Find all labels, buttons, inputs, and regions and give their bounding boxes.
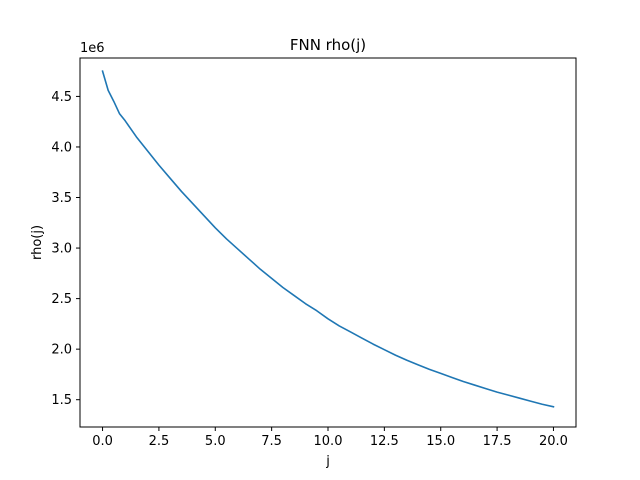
- x-tick-label: 2.5: [149, 434, 170, 449]
- axes-frame: [79, 57, 577, 428]
- chart-title: FNN rho(j): [290, 36, 366, 54]
- x-axis-ticks: 0.0 2.5 5.0 7.5 10.0 12.5 15.0 17.5 20.0: [92, 427, 568, 449]
- x-tick-label: 5.0: [205, 434, 226, 449]
- x-tick-label: 12.5: [370, 434, 399, 449]
- x-axis-label: j: [325, 454, 330, 469]
- x-tick-label: 7.5: [261, 434, 282, 449]
- y-tick-label: 3.0: [51, 242, 72, 257]
- x-tick-label: 17.5: [483, 434, 512, 449]
- y-axis-offset-label: 1e6: [80, 41, 105, 56]
- x-tick-label: 15.0: [426, 434, 455, 449]
- y-axis-label: rho(j): [30, 225, 45, 260]
- y-tick-label: 2.0: [51, 343, 72, 358]
- y-tick-label: 1.5: [51, 393, 72, 408]
- y-tick-label: 3.5: [51, 191, 72, 206]
- y-tick-label: 4.0: [51, 140, 72, 155]
- y-axis-ticks: 1.5 2.0 2.5 3.0 3.5 4.0 4.5: [51, 90, 80, 408]
- x-tick-label: 20.0: [539, 434, 568, 449]
- y-tick-label: 4.5: [51, 90, 72, 105]
- x-tick-label: 0.0: [92, 434, 113, 449]
- x-tick-label: 10.0: [314, 434, 343, 449]
- y-tick-label: 2.5: [51, 292, 72, 307]
- series-layer: [101, 70, 555, 408]
- series-line: [101, 70, 555, 408]
